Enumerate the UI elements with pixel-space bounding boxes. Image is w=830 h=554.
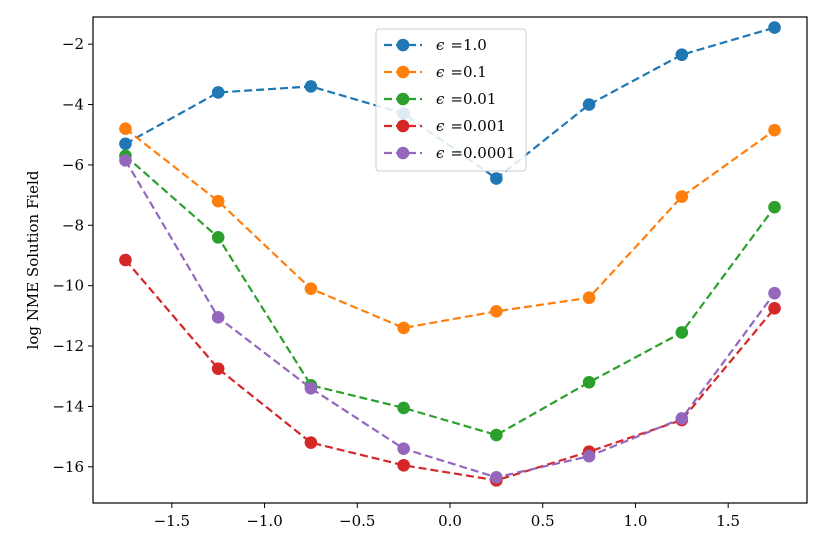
legend-label: ϵ =0.01 (436, 90, 496, 108)
legend-marker (396, 119, 410, 133)
series-1 (119, 122, 781, 335)
x-tick-label: 0.0 (438, 512, 462, 530)
legend-item: ϵ =0.01 (384, 90, 496, 108)
data-point (397, 458, 410, 472)
data-point (119, 137, 132, 151)
data-point (304, 282, 318, 295)
legend-item: ϵ =0.1 (384, 63, 487, 81)
data-point (211, 311, 225, 324)
x-tick-label: 1.0 (624, 512, 648, 530)
data-point (582, 449, 596, 463)
data-point (490, 305, 503, 318)
data-point (397, 321, 410, 335)
data-point (490, 471, 503, 484)
y-tick-label: −12 (52, 337, 84, 355)
series-line (124, 159, 776, 479)
x-axis: −1.5 −1.0 −0.5 0.0 0.5 1.0 1.5 (154, 503, 740, 530)
legend-value: =0.0001 (450, 144, 515, 162)
legend-item: ϵ =1.0 (384, 36, 487, 54)
legend-label: ϵ =1.0 (436, 36, 487, 54)
data-point (211, 231, 225, 244)
legend-symbol: ϵ (436, 63, 445, 81)
legend-value: =0.01 (450, 90, 496, 108)
data-point (211, 362, 225, 375)
y-axis-label: log NME Solution Field (24, 170, 42, 349)
data-point (768, 286, 781, 300)
data-point (582, 291, 596, 305)
y-tick-label: −2 (62, 35, 84, 53)
legend-symbol: ϵ (436, 117, 445, 135)
legend-symbol: ϵ (436, 144, 445, 162)
legend-symbol: ϵ (436, 36, 445, 54)
x-tick-label: 0.5 (531, 512, 555, 530)
data-point (582, 98, 596, 111)
data-point (304, 80, 318, 93)
legend-value: =1.0 (450, 36, 486, 54)
legend-symbol: ϵ (436, 90, 445, 108)
y-tick-label: −4 (62, 96, 84, 114)
data-point (397, 401, 410, 415)
data-point (211, 86, 225, 99)
data-point (490, 172, 503, 185)
data-point (768, 200, 781, 214)
data-point (304, 381, 318, 395)
data-point (490, 428, 503, 442)
data-point (675, 412, 689, 425)
legend-marker (396, 92, 410, 106)
legend-value: =0.1 (450, 63, 486, 81)
data-point (304, 436, 318, 449)
data-point (675, 326, 689, 339)
x-tick-label: 1.5 (716, 512, 740, 530)
legend-label: ϵ =0.1 (436, 63, 487, 81)
y-tick-label: −6 (62, 156, 84, 174)
legend-marker (396, 38, 410, 52)
data-point (119, 122, 132, 135)
data-point (768, 123, 781, 137)
x-tick-label: −1.5 (154, 512, 190, 530)
legend-item: ϵ =0.0001 (384, 144, 515, 162)
chart-marks (119, 21, 781, 487)
series-4 (119, 154, 781, 484)
series-3 (119, 253, 781, 487)
y-axis: −16 −14 −12 −10 −8 −6 −4 −2 (52, 35, 93, 476)
series-line (124, 127, 776, 330)
series-line (124, 155, 776, 437)
data-point (768, 301, 781, 315)
legend-marker (396, 65, 410, 79)
y-tick-label: −10 (52, 277, 84, 295)
data-point (675, 48, 689, 62)
legend-box (375, 28, 527, 172)
y-tick-label: −8 (62, 216, 84, 234)
data-point (582, 375, 596, 389)
data-point (211, 194, 225, 208)
data-point (119, 154, 132, 167)
legend-label: ϵ =0.0001 (436, 144, 515, 162)
data-point (768, 21, 781, 34)
x-tick-label: −0.5 (339, 512, 375, 530)
data-point (675, 190, 689, 203)
data-point (397, 442, 410, 455)
legend-label: ϵ =0.001 (436, 117, 506, 135)
legend: ϵ =1.0 ϵ =0.1 ϵ =0.01 ϵ =0.001 ϵ =0.0001 (375, 28, 527, 172)
legend-marker (396, 146, 410, 160)
legend-item: ϵ =0.001 (384, 117, 506, 135)
legend-value: =0.001 (450, 117, 506, 135)
x-tick-label: −1.0 (246, 512, 282, 530)
y-tick-label: −14 (52, 397, 84, 415)
data-point (119, 253, 132, 267)
y-tick-label: −16 (52, 458, 84, 476)
